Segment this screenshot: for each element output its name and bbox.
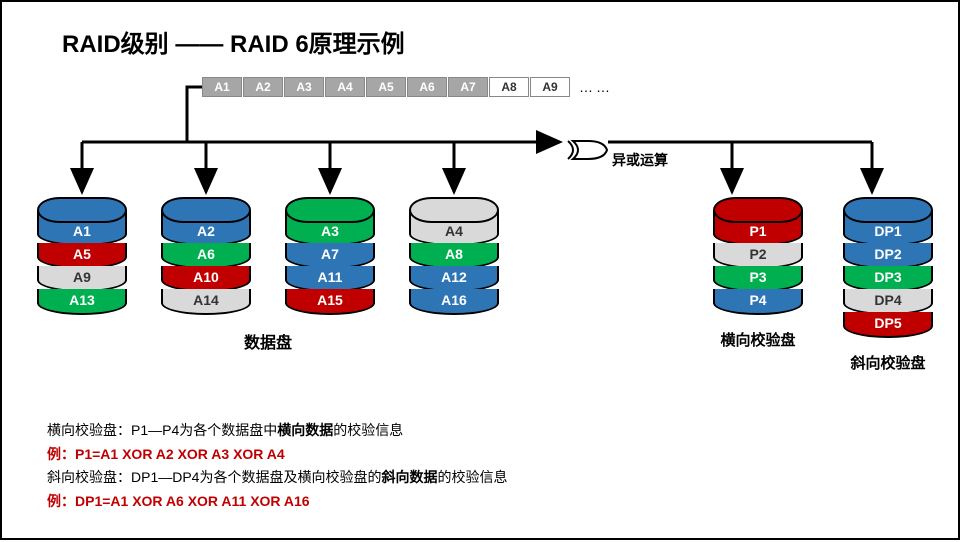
data-disk-group: A1A5A9A13A2A6A10A14A3A7A11A15A4A8A12A16 … (37, 197, 499, 353)
parity-disk-group: P1P2P3P4 横向校验盘 DP1DP2DP3DP4DP5 斜向校验盘 (713, 197, 933, 373)
xor-label: 异或运算 (612, 150, 668, 170)
disk-top (843, 197, 933, 223)
disk-stripe: A14 (161, 289, 251, 315)
disk-stripe: A13 (37, 289, 127, 315)
disk: A1A5A9A13 (37, 197, 127, 315)
stream-cell: A6 (407, 77, 447, 97)
stream-cell: A3 (284, 77, 324, 97)
disk: P1P2P3P4 (713, 197, 803, 315)
disk-stripe: DP5 (843, 312, 933, 338)
disk: A2A6A10A14 (161, 197, 251, 315)
stream-ellipsis: …… (571, 77, 613, 97)
diagram-frame: RAID级别 —— RAID 6原理示例 A1A2A3A4A5A6A7A8A9…… (0, 0, 960, 540)
stream-cell: A1 (202, 77, 242, 97)
data-stream: A1A2A3A4A5A6A7A8A9…… (202, 77, 613, 97)
data-disk-group-label: 数据盘 (37, 329, 499, 353)
disk: A3A7A11A15 (285, 197, 375, 315)
note-line: 横向校验盘：P1—P4为各个数据盘中横向数据的校验信息 (47, 419, 507, 443)
dp-disk-label: 斜向校验盘 (843, 352, 933, 373)
stream-cell: A7 (448, 77, 488, 97)
disk-stripe: A16 (409, 289, 499, 315)
disk-top (409, 197, 499, 223)
disk: A4A8A12A16 (409, 197, 499, 315)
stream-cell: A9 (530, 77, 570, 97)
note-line: 例：P1=A1 XOR A2 XOR A3 XOR A4 (47, 443, 507, 467)
footnotes: 横向校验盘：P1—P4为各个数据盘中横向数据的校验信息例：P1=A1 XOR A… (47, 419, 507, 514)
disk-row: A1A5A9A13A2A6A10A14A3A7A11A15A4A8A12A16 … (37, 197, 933, 373)
note-line: 例：DP1=A1 XOR A6 XOR A11 XOR A16 (47, 490, 507, 514)
disk-top (285, 197, 375, 223)
note-line: 斜向校验盘：DP1—DP4为各个数据盘及横向校验盘的斜向数据的校验信息 (47, 466, 507, 490)
stream-cell: A5 (366, 77, 406, 97)
disk-stripe: A15 (285, 289, 375, 315)
disk-top (713, 197, 803, 223)
stream-cell: A4 (325, 77, 365, 97)
disk-top (161, 197, 251, 223)
disk: DP1DP2DP3DP4DP5 (843, 197, 933, 338)
disk-stripe: P4 (713, 289, 803, 315)
stream-cell: A8 (489, 77, 529, 97)
disk-top (37, 197, 127, 223)
xor-gate-icon (564, 139, 608, 161)
stream-cell: A2 (243, 77, 283, 97)
page-title: RAID级别 —— RAID 6原理示例 (62, 24, 405, 59)
xor-gate-area: 异或运算 (564, 130, 668, 170)
p-disk-label: 横向校验盘 (713, 329, 803, 350)
